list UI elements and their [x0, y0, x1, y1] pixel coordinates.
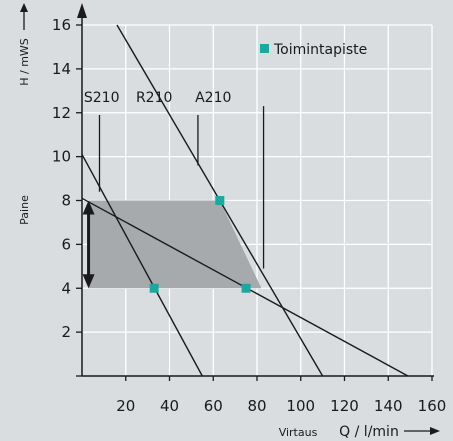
legend-label: Toimintapiste: [273, 42, 367, 58]
y-tick-label: 14: [52, 60, 71, 78]
y-tick-label: 8: [61, 192, 71, 210]
x-tick-label: 20: [116, 397, 135, 415]
y-unit-arrow-head: [20, 3, 28, 12]
x-axis-label: Virtaus: [279, 426, 318, 439]
x-tick-label: 160: [418, 397, 447, 415]
x-tick-label: 140: [374, 397, 403, 415]
leader-lines: [98, 106, 265, 269]
y-axis-arrow: [77, 3, 87, 18]
y-tick-label: 6: [61, 235, 71, 253]
y-tick-labels: 2 4 6 8 10 12 14 16: [52, 16, 71, 341]
legend-marker: [260, 44, 269, 53]
operating-point: [241, 283, 251, 293]
y-tick-label: 2: [61, 323, 71, 341]
x-tick-label: 60: [204, 397, 223, 415]
series-label-s210: S210: [84, 90, 120, 106]
x-unit-arrow-head: [430, 427, 440, 435]
series-line-s210: [81, 154, 203, 377]
series-label-r210: R210: [136, 90, 172, 106]
x-tick-label: 100: [286, 397, 315, 415]
x-tick-label: 40: [160, 397, 179, 415]
y-tick-label: 10: [52, 148, 71, 166]
range-arrow-head-down: [82, 274, 95, 289]
operating-point: [149, 283, 159, 293]
y-axis-unit: H / mWS: [18, 38, 31, 86]
operating-region: [88, 200, 262, 289]
series-label-a210: A210: [195, 90, 231, 106]
x-axis-unit: Q / l/min: [339, 424, 399, 440]
x-tick-labels: 20 40 60 80 100 120 140 160: [116, 397, 446, 415]
operating-points: [149, 196, 251, 293]
y-tick-label: 4: [61, 279, 71, 297]
range-arrow-head-up: [82, 200, 95, 215]
x-tick-label: 120: [330, 397, 359, 415]
series-labels: S210 R210 A210: [84, 90, 232, 106]
y-axis-label: Paine: [18, 195, 31, 225]
y-tick-label: 16: [52, 16, 71, 34]
operating-point: [215, 196, 225, 205]
range-arrow: [82, 200, 95, 289]
x-tick-label: 80: [247, 397, 266, 415]
axes: [76, 3, 434, 381]
y-tick-label: 12: [52, 104, 71, 122]
